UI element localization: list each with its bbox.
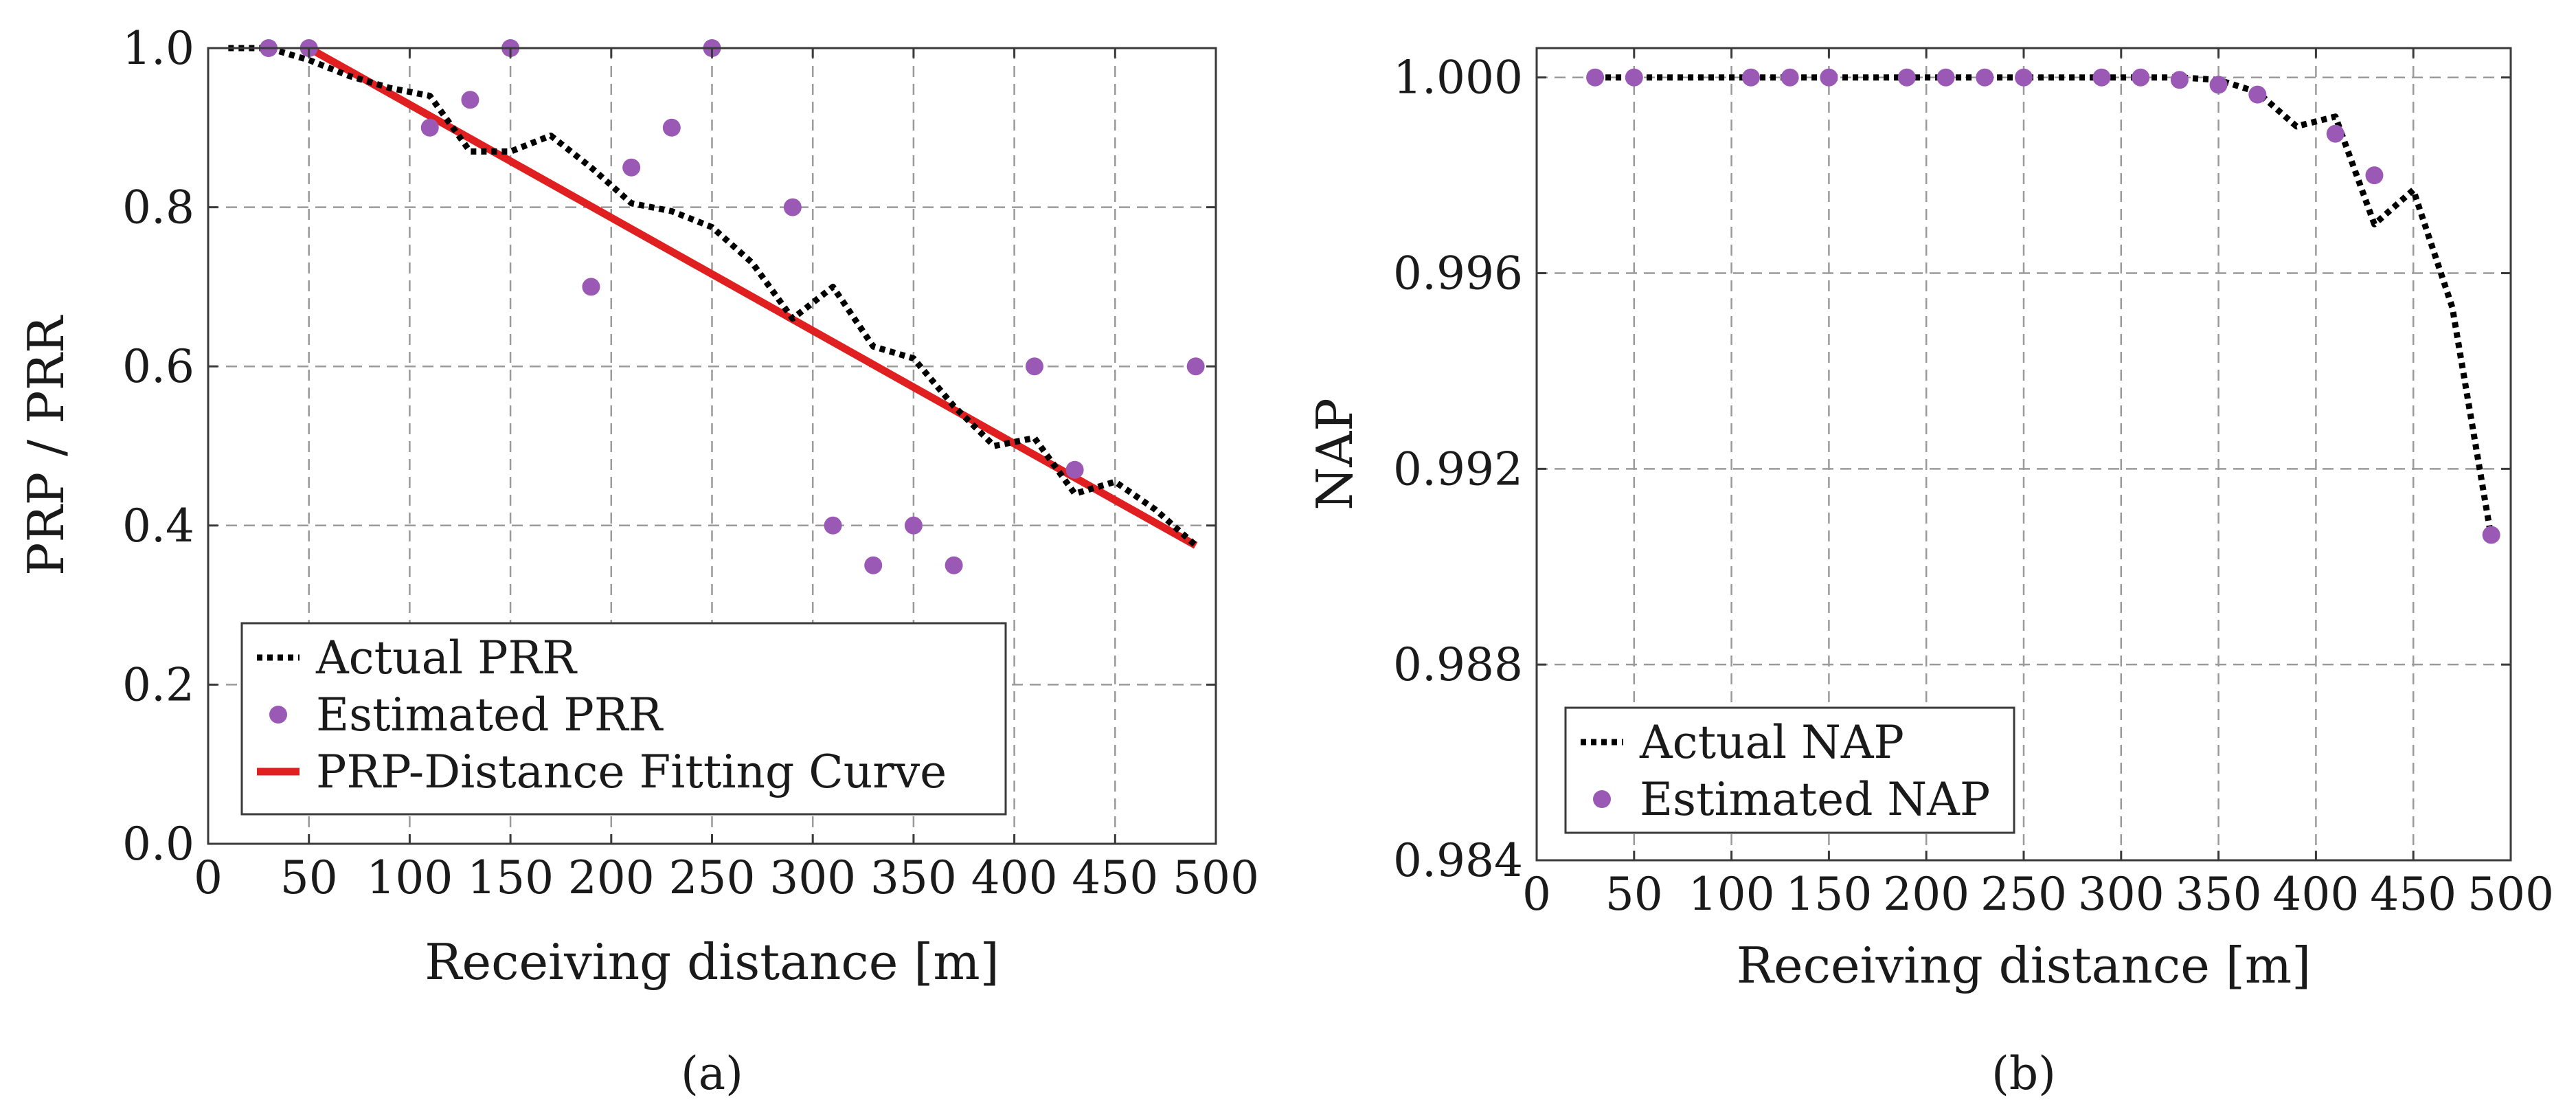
data-point-estimated <box>2248 85 2267 104</box>
x-tick-label: 100 <box>1688 868 1775 921</box>
data-point-estimated <box>1897 68 1916 87</box>
data-point-estimated <box>582 278 600 296</box>
y-axis-label-a: PRP / PRR <box>17 315 75 576</box>
x-axis-label-b: Receiving distance [m] <box>1737 937 2311 994</box>
y-tick-label: 0.988 <box>1393 638 1523 691</box>
data-point-estimated <box>420 118 439 137</box>
x-tick-label: 500 <box>2467 868 2554 921</box>
data-point-estimated <box>2132 68 2150 87</box>
x-tick-label: 50 <box>280 851 338 904</box>
chart-panel-b: 0 50 100 150 200 250 300 350 400 450 500 0.984 0.988… <box>1306 47 2554 1100</box>
x-tick-label: 150 <box>467 851 554 904</box>
data-point-estimated <box>1065 460 1084 479</box>
data-point-estimated <box>2209 76 2228 94</box>
x-tick-label: 350 <box>2176 868 2262 921</box>
data-point-estimated <box>1936 68 1955 87</box>
x-tick-label: 300 <box>2078 868 2165 921</box>
x-tick-label: 0 <box>1522 868 1551 921</box>
chart-panel-a: 0 50 100 150 200 250 300 350 400 450 500 0.0 0.2 0.4 0… <box>17 22 1259 1100</box>
data-point-estimated <box>2365 166 2384 185</box>
legend-box <box>240 622 1007 816</box>
data-point-estimated <box>904 516 923 535</box>
x-tick-label: 150 <box>1785 868 1872 921</box>
legend-label: Actual NAP <box>1639 716 1904 769</box>
data-point-estimated <box>945 556 963 574</box>
data-point-estimated <box>2015 68 2033 87</box>
y-tick-label: 0.2 <box>122 658 194 711</box>
y-tick-label: 0.4 <box>122 500 194 552</box>
x-tick-label: 250 <box>669 851 756 904</box>
y-tick-label: 0.8 <box>122 181 194 234</box>
data-point-estimated <box>1186 357 1205 376</box>
data-point-estimated <box>783 198 802 216</box>
x-tick-label: 50 <box>1605 868 1663 921</box>
ticks-a: 0 50 100 150 200 250 300 350 400 450 500 0.0 0.2 0.4 0… <box>122 22 1259 904</box>
x-tick-label: 300 <box>769 851 856 904</box>
legend-swatch-estimated <box>1593 790 1611 808</box>
data-point-estimated <box>2170 71 2189 89</box>
series-layer-a <box>228 39 1205 574</box>
data-point-estimated <box>1586 68 1605 87</box>
data-point-estimated <box>864 556 883 574</box>
legend-label: Estimated PRR <box>316 688 664 741</box>
x-tick-label: 450 <box>1072 851 1158 904</box>
data-point-estimated <box>2326 124 2345 143</box>
series-line-fit <box>307 45 1198 549</box>
y-axis-label-b: NAP <box>1306 398 1364 510</box>
legend-label: Actual PRR <box>315 631 578 684</box>
legend-box <box>1564 706 2015 834</box>
caption-b: (b) <box>1991 1047 2056 1100</box>
series-line-actual <box>228 45 1198 548</box>
data-point-estimated <box>1625 68 1643 87</box>
legend-label: Estimated NAP <box>1640 773 1990 826</box>
caption-a: (a) <box>681 1047 743 1100</box>
series-layer-b <box>1586 68 2500 544</box>
x-tick-label: 350 <box>870 851 957 904</box>
x-tick-label: 200 <box>568 851 655 904</box>
data-point-estimated <box>1820 68 1838 87</box>
legend-label: PRP-Distance Fitting Curve <box>316 746 947 798</box>
y-tick-label: 0.0 <box>122 818 194 871</box>
x-tick-label: 0 <box>194 851 223 904</box>
data-point-estimated <box>461 91 479 109</box>
y-tick-label: 0.6 <box>122 340 194 393</box>
legend-swatch-estimated <box>269 706 287 724</box>
data-point-estimated <box>2092 68 2111 87</box>
y-tick-label: 1.0 <box>122 22 194 75</box>
data-point-estimated <box>1781 68 1799 87</box>
data-point-estimated <box>1976 68 1994 87</box>
x-tick-label: 200 <box>1883 868 1969 921</box>
data-point-estimated <box>622 158 641 177</box>
grid-a <box>208 48 1216 844</box>
y-tick-label: 0.984 <box>1393 834 1523 887</box>
data-point-estimated <box>824 516 842 535</box>
y-tick-label: 0.996 <box>1393 247 1523 300</box>
ticks-b: 0 50 100 150 200 250 300 350 400 450 500 0.984 0.988… <box>1393 48 2554 921</box>
x-tick-label: 400 <box>971 851 1058 904</box>
data-point-estimated <box>2482 526 2500 544</box>
x-tick-label: 100 <box>366 851 453 904</box>
x-tick-label: 500 <box>1173 851 1259 904</box>
x-tick-label: 450 <box>2370 868 2456 921</box>
x-tick-label: 400 <box>2272 868 2359 921</box>
y-tick-label: 0.992 <box>1393 443 1523 495</box>
x-tick-label: 250 <box>1980 868 2067 921</box>
data-point-estimated <box>662 118 681 137</box>
data-point-estimated <box>1741 68 1760 87</box>
x-axis-label-a: Receiving distance [m] <box>425 933 999 991</box>
data-point-estimated <box>1025 357 1043 376</box>
y-tick-label: 1.000 <box>1393 52 1523 104</box>
